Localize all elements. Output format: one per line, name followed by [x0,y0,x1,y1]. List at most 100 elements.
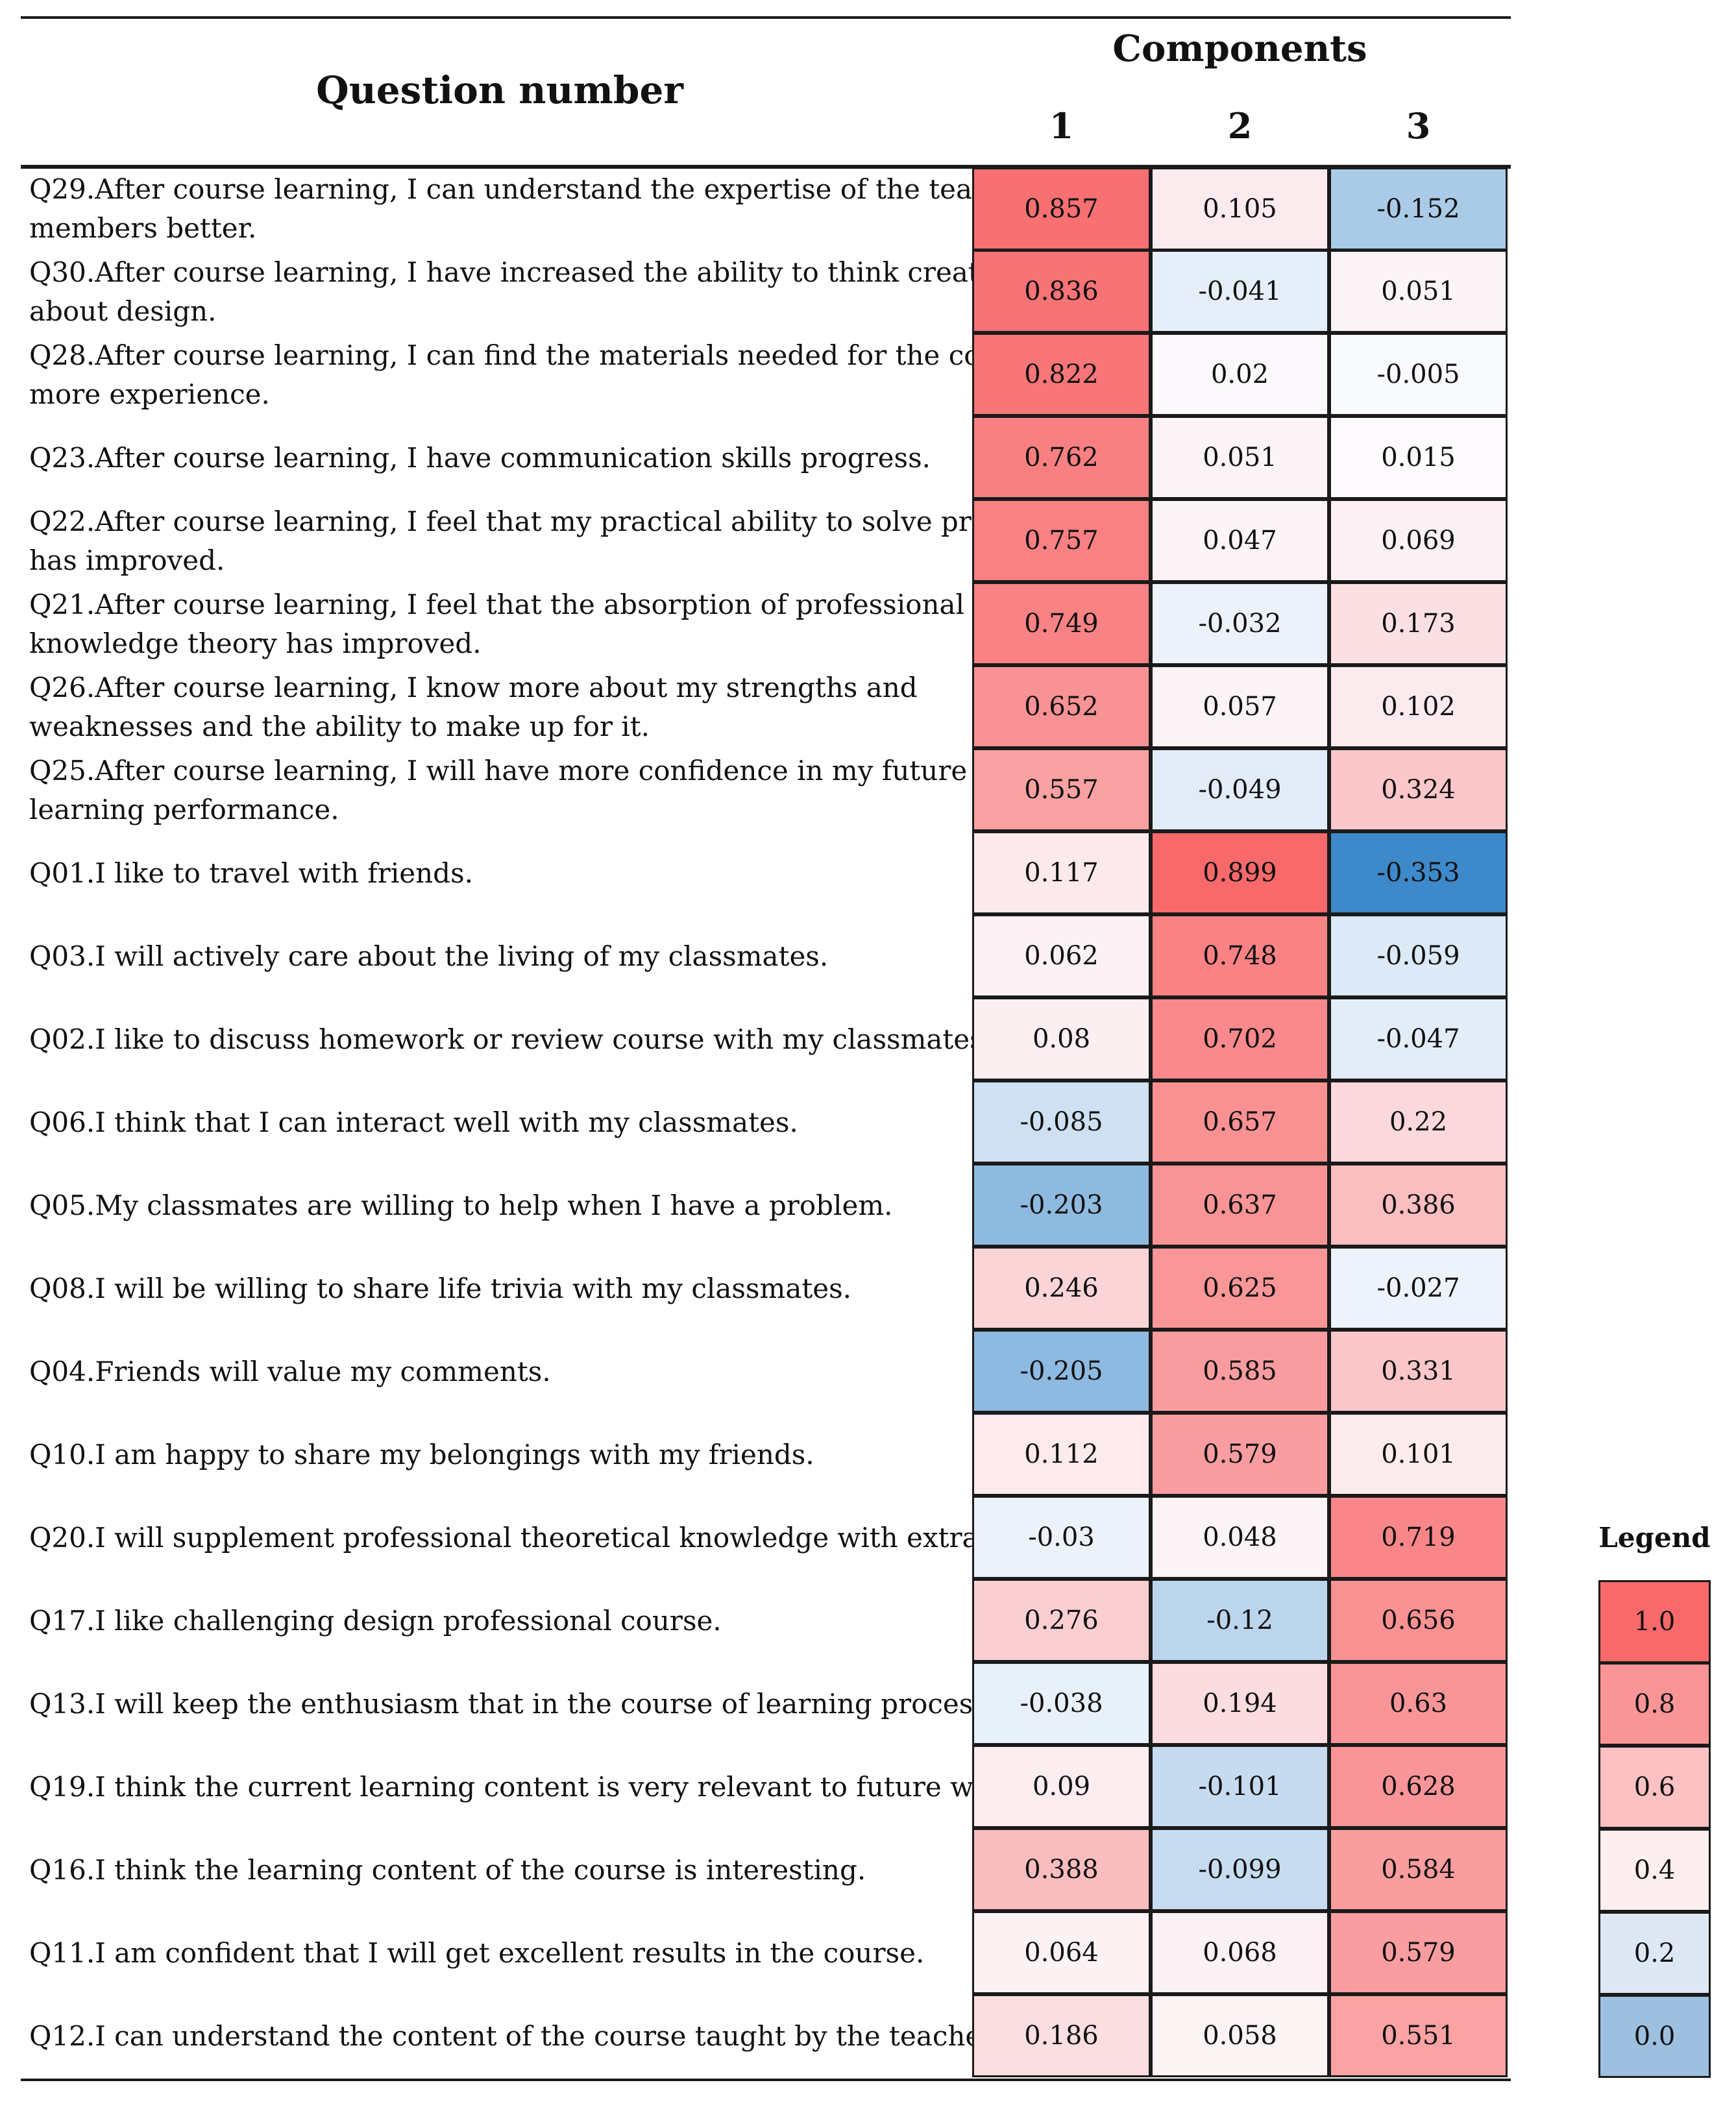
heatmap-cell: 0.719 [1329,1495,1508,1579]
heatmap-cell: 0.02 [1151,332,1329,416]
heatmap-cell: 0.246 [972,1246,1151,1330]
legend-swatch: 0.4 [1598,1828,1711,1912]
question-label: Q19.I think the current learning content… [29,1771,1029,1803]
question-label: Q06.I think that I can interact well wit… [29,1106,798,1138]
heatmap-cell: 0.068 [1151,1910,1329,1994]
heatmap-cell: 0.899 [1151,831,1329,914]
heatmap-cell: 0.748 [1151,914,1329,997]
heatmap-cell: 0.656 [1329,1578,1508,1662]
heatmap-cell: -0.038 [972,1661,1151,1745]
heatmap-cell: 0.051 [1151,415,1329,499]
heatmap-cell: -0.152 [1329,167,1508,250]
question-label: Q12.I can understand the content of the … [29,2020,1001,2052]
heatmap-cell: 0.105 [1151,167,1329,250]
heatmap-cell: 0.186 [972,1994,1151,2077]
heatmap-cell: 0.331 [1329,1329,1508,1413]
heatmap-cell: 0.057 [1151,665,1329,748]
heatmap-cell: -0.005 [1329,332,1508,416]
heatmap-cell: 0.63 [1329,1661,1508,1745]
question-label: Q26.After course learning, I know more a… [29,672,918,742]
heatmap-cell: 0.652 [972,665,1151,748]
components-header: Components [1112,27,1367,70]
question-label: Q29.After course learning, I can underst… [29,173,998,244]
question-label: Q02.I like to discuss homework or review… [29,1023,993,1055]
legend-swatch: 0.2 [1598,1911,1711,1995]
heatmap-cell: 0.584 [1329,1827,1508,1911]
heatmap-cell: 0.064 [972,1910,1151,1994]
heatmap-cell: -0.041 [1151,249,1329,333]
heatmap-cell: 0.09 [972,1744,1151,1828]
heatmap-cell: 0.051 [1329,249,1508,333]
heatmap-cell: 0.112 [972,1412,1151,1496]
question-label: Q30.After course learning, I have increa… [29,256,1044,327]
heatmap-cell: 0.628 [1329,1744,1508,1828]
legend-swatch: 1.0 [1598,1580,1711,1663]
question-label: Q17.I like challenging design profession… [29,1605,722,1637]
heatmap-cell: 0.625 [1151,1246,1329,1330]
heatmap-cell: 0.08 [972,997,1151,1080]
top-rule [21,16,1511,19]
legend-swatch: 0.8 [1598,1662,1711,1746]
legend-swatch: 0.6 [1598,1745,1711,1829]
heatmap-cell: 0.857 [972,167,1151,250]
question-label: Q25.After course learning, I will have m… [29,755,968,825]
question-label: Q21.After course learning, I feel that t… [29,589,964,659]
column-header-3: 3 [1406,105,1431,147]
heatmap-cell: 0.276 [972,1578,1151,1662]
heatmap-cell: 0.324 [1329,748,1508,831]
question-label: Q05.My classmates are willing to help wh… [29,1190,893,1221]
heatmap-cell: -0.059 [1329,914,1508,997]
heatmap-cell: 0.749 [972,581,1151,665]
heatmap-cell: -0.12 [1151,1578,1329,1662]
question-label: Q16.I think the learning content of the … [29,1854,866,1886]
heatmap-cell: 0.015 [1329,415,1508,499]
header-rule [21,165,1511,169]
heatmap-cell: -0.085 [972,1080,1151,1164]
heatmap-cell: -0.027 [1329,1246,1508,1330]
heatmap-cell: -0.032 [1151,581,1329,665]
heatmap-cell: -0.101 [1151,1744,1329,1828]
column-header-2: 2 [1227,105,1253,147]
heatmap-cell: 0.048 [1151,1495,1329,1579]
heatmap-cell: -0.049 [1151,748,1329,831]
heatmap-cell: -0.205 [972,1329,1151,1413]
heatmap-cell: 0.702 [1151,997,1329,1080]
heatmap-cell: 0.637 [1151,1163,1329,1247]
heatmap-cell: 0.102 [1329,665,1508,748]
column-header-1: 1 [1049,105,1074,147]
heatmap-cell: -0.353 [1329,831,1508,914]
heatmap-cell: 0.551 [1329,1994,1508,2077]
heatmap-cell: 0.194 [1151,1661,1329,1745]
heatmap-cell: 0.585 [1151,1329,1329,1413]
question-label: Q22.After course learning, I feel that m… [29,506,1070,576]
question-label: Q11.I am confident that I will get excel… [29,1937,925,1969]
heatmap-cell: 0.047 [1151,498,1329,582]
heatmap-cell: 0.557 [972,748,1151,831]
heatmap-cell: 0.757 [972,498,1151,582]
question-label: Q04.Friends will value my comments. [29,1356,551,1387]
heatmap-cell: 0.062 [972,914,1151,997]
heatmap-cell: -0.099 [1151,1827,1329,1911]
heatmap-cell: 0.069 [1329,498,1508,582]
question-label: Q28.After course learning, I can find th… [29,339,1077,410]
legend-swatch: 0.0 [1598,1994,1711,2078]
question-label: Q03.I will actively care about the livin… [29,940,829,972]
question-label: Q13.I will keep the enthusiasm that in t… [29,1688,996,1720]
heatmap-cell: 0.579 [1151,1412,1329,1496]
bottom-rule [21,2079,1511,2081]
heatmap-cell: 0.173 [1329,581,1508,665]
heatmap-cell: 0.117 [972,831,1151,914]
heatmap-cell: -0.047 [1329,997,1508,1080]
heatmap-cell: 0.058 [1151,1994,1329,2077]
question-label: Q20.I will supplement professional theor… [29,1522,1058,1554]
heatmap-cell: 0.22 [1329,1080,1508,1164]
question-label: Q08.I will be willing to share life triv… [29,1273,851,1304]
heatmap-cell: 0.101 [1329,1412,1508,1496]
question-label: Q23.After course learning, I have commun… [29,442,931,474]
question-label: Q10.I am happy to share my belongings wi… [29,1439,814,1470]
heatmap-cell: 0.386 [1329,1163,1508,1247]
heatmap-cell: 0.836 [972,249,1151,333]
heatmap-cell: -0.03 [972,1495,1151,1579]
heatmap-cell: 0.388 [972,1827,1151,1911]
question-label: Q01.I like to travel with friends. [29,857,473,889]
